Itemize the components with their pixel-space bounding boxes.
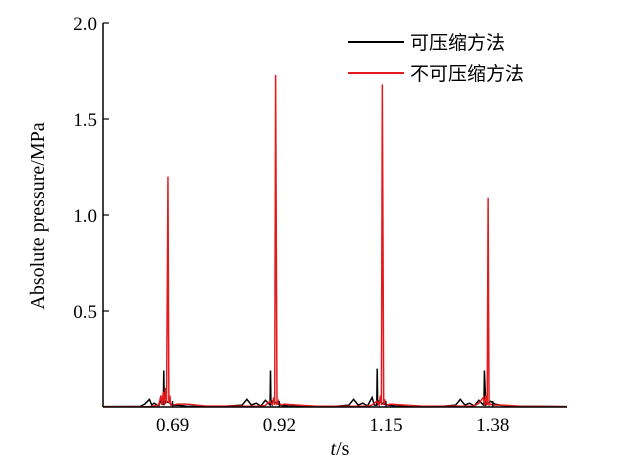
x-axis-title-unit: /s <box>336 438 350 460</box>
x-axis-title: t/s <box>331 438 350 460</box>
x-tick-label: 1.15 <box>369 415 402 436</box>
series-line-1 <box>102 74 568 408</box>
series-line-0 <box>102 368 568 408</box>
x-tick-label: 1.38 <box>476 415 509 436</box>
y-tick-label: 2.0 <box>73 14 97 35</box>
axis-layer: 0.5 1.0 1.5 2.0 0.69 0.92 1.15 1.38 <box>73 14 567 436</box>
legend-label-incompressible: 不可压缩方法 <box>410 63 524 85</box>
x-tick-label: 0.69 <box>156 415 189 436</box>
series-layer <box>102 74 568 408</box>
y-tick-label: 1.5 <box>73 110 97 131</box>
legend-label-compressible: 可压缩方法 <box>410 32 505 54</box>
x-tick-label: 0.92 <box>263 415 296 436</box>
y-tick-label: 1.0 <box>73 206 97 227</box>
legend: 可压缩方法 不可压缩方法 <box>348 32 524 85</box>
y-axis-title: Absolute pressure/MPa <box>27 122 49 309</box>
x-axis-title-var: t <box>331 438 337 460</box>
y-tick-label: 0.5 <box>73 302 97 323</box>
